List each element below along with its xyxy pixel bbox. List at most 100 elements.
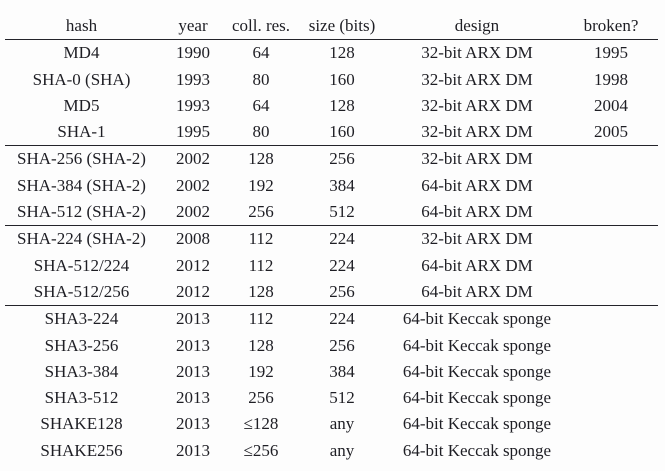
cell-design: 64-bit ARX DM — [421, 175, 533, 195]
cell-design: 64-bit Keccak sponge — [402, 361, 552, 381]
cell-broken — [564, 359, 658, 385]
cell-hash: SHA-512/224 — [33, 255, 130, 275]
cell-size: 160 — [329, 69, 355, 89]
paper-page: hash year coll. res. size (bits) design broke… — [0, 13, 665, 471]
column-header-coll_res: coll. res. — [231, 16, 291, 35]
cell-coll_res: 192 — [248, 175, 274, 195]
cell-hash: SHA3-384 — [44, 361, 119, 381]
table-row: SHA-512 (SHA-2) 2002 256 512 64-bit ARX DM — [5, 199, 658, 226]
cell-design: 32-bit ARX DM — [421, 43, 533, 63]
cell-size: 512 — [329, 202, 355, 222]
cell-broken — [564, 226, 658, 253]
cell-broken — [564, 333, 658, 359]
cell-year: 1995 — [176, 122, 210, 142]
table-row: MD4 1990 64 128 32-bit ARX DM 1995 — [5, 40, 658, 67]
cell-size: 224 — [329, 229, 355, 249]
cell-year: 2002 — [176, 202, 210, 222]
cell-hash: SHA3-224 — [44, 309, 119, 329]
cell-broken — [564, 279, 658, 306]
column-header-design: design — [454, 16, 500, 35]
cell-year: 2013 — [176, 309, 210, 329]
cell-design: 64-bit ARX DM — [421, 202, 533, 222]
column-header-hash: hash — [65, 16, 98, 35]
table-row: SHA-0 (SHA) 1993 80 160 32-bit ARX DM 1998 — [5, 67, 658, 93]
cell-hash: SHA3-512 — [44, 388, 119, 408]
cell-design: 64-bit Keccak sponge — [402, 388, 552, 408]
cell-design: 64-bit Keccak sponge — [402, 414, 552, 434]
cell-coll_res: 80 — [252, 69, 270, 89]
cell-hash: MD5 — [63, 95, 100, 115]
cell-year: 2013 — [176, 361, 210, 381]
cell-year: 2008 — [176, 229, 210, 249]
cell-hash: SHA-384 (SHA-2) — [17, 175, 146, 195]
cell-coll_res: 192 — [248, 361, 274, 381]
cell-coll_res: 64 — [252, 43, 270, 63]
table-row: SHA-384 (SHA-2) 2002 192 384 64-bit ARX DM — [5, 173, 658, 199]
cell-broken — [564, 385, 658, 411]
cell-coll_res: 112 — [248, 309, 274, 329]
table-row: SHA-256 (SHA-2) 2002 128 256 32-bit ARX DM — [5, 146, 658, 173]
cell-hash: SHA-256 (SHA-2) — [17, 149, 146, 169]
cell-design: 64-bit ARX DM — [421, 255, 533, 275]
cell-coll_res: ≤128 — [243, 414, 279, 434]
table-row: SHA3-384 2013 192 384 64-bit Keccak sponge — [5, 359, 658, 385]
cell-hash: SHA-0 (SHA) — [32, 69, 131, 89]
cell-design: 64-bit Keccak sponge — [402, 440, 552, 460]
cell-size: 256 — [329, 335, 355, 355]
cell-hash: SHA-1 — [57, 122, 106, 142]
cell-hash: SHAKE128 — [40, 414, 123, 434]
cell-hash: SHAKE256 — [40, 440, 123, 460]
cell-size: 256 — [329, 281, 355, 301]
table-row: SHA-224 (SHA-2) 2008 112 224 32-bit ARX DM — [5, 226, 658, 253]
cell-broken — [564, 146, 658, 173]
row-group-sha2-later: SHA-224 (SHA-2) 2008 112 224 32-bit ARX DM SH… — [5, 225, 658, 306]
cell-hash: MD4 — [63, 43, 100, 63]
cell-year: 2002 — [176, 175, 210, 195]
cell-coll_res: 128 — [248, 281, 274, 301]
cell-size: 384 — [329, 175, 355, 195]
cell-coll_res: 112 — [248, 255, 274, 275]
cell-year: 2013 — [176, 414, 210, 434]
row-group-broken-legacy: MD4 1990 64 128 32-bit ARX DM 1995 SHA-0 (SHA)… — [5, 39, 658, 146]
cell-year: 2013 — [176, 440, 210, 460]
table-row: SHA-1 1995 80 160 32-bit ARX DM 2005 — [5, 119, 658, 146]
table-header: hash year coll. res. size (bits) design broke… — [5, 13, 658, 40]
cell-size: 256 — [329, 149, 355, 169]
cell-year: 1993 — [176, 95, 210, 115]
header-row: hash year coll. res. size (bits) design broke… — [5, 13, 658, 40]
table-row: SHA3-512 2013 256 512 64-bit Keccak sponge — [5, 385, 658, 411]
table-row: SHAKE128 2013 ≤128 any 64-bit Keccak sponge — [5, 411, 658, 437]
column-header-year: year — [178, 16, 208, 35]
cell-broken: 1995 — [594, 43, 628, 63]
row-group-sha3-keccak: SHA3-224 2013 112 224 64-bit Keccak sponge SH… — [5, 305, 658, 464]
cell-year: 2012 — [176, 281, 210, 301]
cell-design: 64-bit Keccak sponge — [402, 309, 552, 329]
hash-functions-table: hash year coll. res. size (bits) design broke… — [5, 13, 658, 464]
table-row: MD5 1993 64 128 32-bit ARX DM 2004 — [5, 93, 658, 119]
cell-design: 64-bit Keccak sponge — [402, 335, 552, 355]
cell-hash: SHA-512/256 — [33, 281, 130, 301]
cell-coll_res: 256 — [248, 388, 274, 408]
table-row: SHAKE256 2013 ≤256 any 64-bit Keccak sponge — [5, 438, 658, 464]
cell-size: 512 — [329, 388, 355, 408]
cell-broken — [564, 438, 658, 464]
cell-size: 224 — [329, 255, 355, 275]
cell-hash: SHA3-256 — [44, 335, 119, 355]
cell-hash: SHA-512 (SHA-2) — [17, 202, 146, 222]
cell-broken — [564, 253, 658, 279]
cell-size: 224 — [329, 309, 355, 329]
cell-coll_res: 256 — [248, 202, 274, 222]
cell-broken: 2004 — [594, 95, 628, 115]
cell-hash: SHA-224 (SHA-2) — [17, 229, 146, 249]
cell-year: 1993 — [176, 69, 210, 89]
cell-coll_res: 80 — [252, 122, 270, 142]
table-row: SHA3-224 2013 112 224 64-bit Keccak sponge — [5, 306, 658, 333]
cell-coll_res: 64 — [252, 95, 270, 115]
cell-coll_res: 128 — [248, 149, 274, 169]
cell-year: 2002 — [176, 149, 210, 169]
cell-broken: 2005 — [594, 122, 628, 142]
cell-broken — [564, 306, 658, 333]
cell-design: 32-bit ARX DM — [421, 149, 533, 169]
cell-year: 1990 — [176, 43, 210, 63]
cell-size: any — [329, 414, 355, 434]
